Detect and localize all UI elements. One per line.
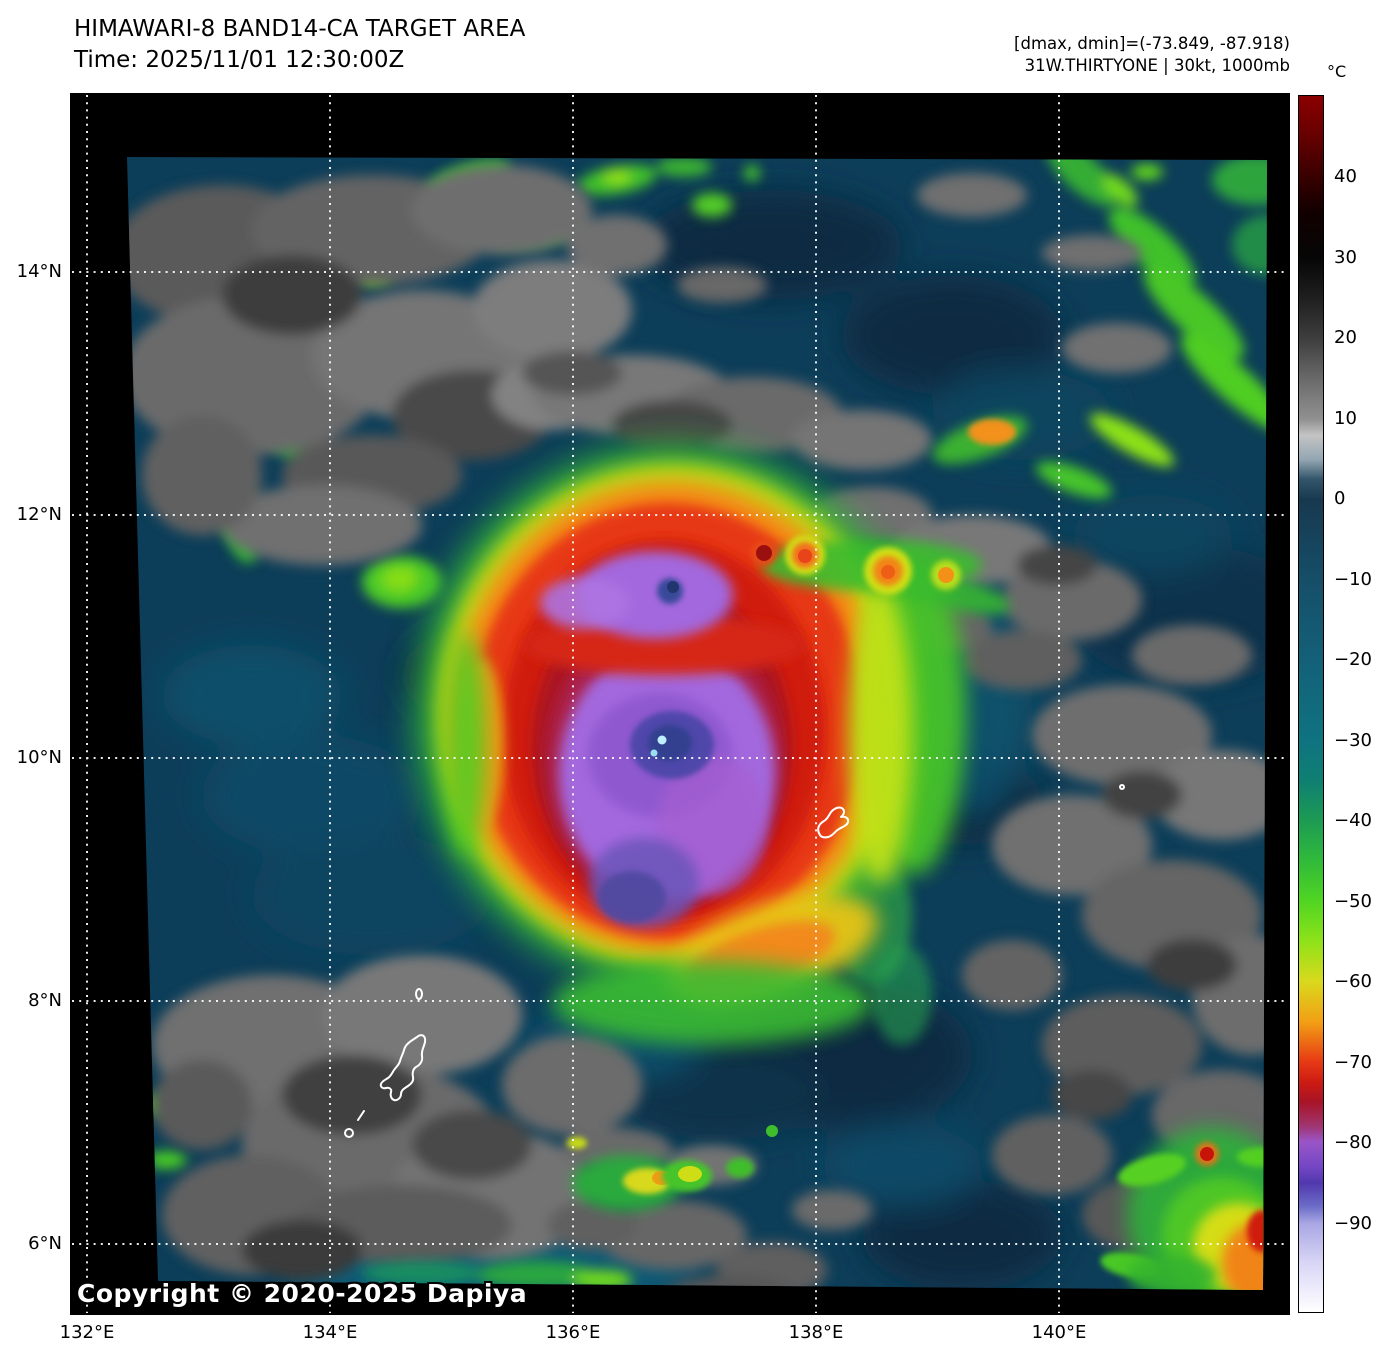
figure-title: HIMAWARI-8 BAND14-CA TARGET AREA [74,16,526,42]
colorbar-tick-label: −80 [1334,1132,1372,1153]
storm-info-annotation: 31W.THIRTYONE | 30kt, 1000mb [1024,56,1290,75]
colorbar-tick-label: 20 [1334,327,1357,348]
copyright-watermark: Copyright © 2020-2025 Dapiya [77,1279,528,1308]
satellite-image [72,95,1288,1313]
colorbar-tick-label: −60 [1334,971,1372,992]
colorbar-tick-label: −40 [1334,810,1372,831]
lon-tick-label: 136°E [545,1322,601,1343]
colorbar-tick-label: −30 [1334,730,1372,751]
lon-tick-label: 138°E [788,1322,844,1343]
colorbar-tick-label: −20 [1334,649,1372,670]
colorbar [1298,95,1324,1313]
dmax-dmin-annotation: [dmax, dmin]=(-73.849, -87.918) [1014,34,1290,53]
title-block: HIMAWARI-8 BAND14-CA TARGET AREA Time: 2… [74,14,525,76]
lat-tick-label: 14°N [16,261,62,282]
colorbar-tick-label: −90 [1334,1213,1372,1234]
lon-tick-label: 140°E [1031,1322,1087,1343]
map-plot-area: Copyright © 2020-2025 Dapiya [70,93,1290,1315]
figure-time: Time: 2025/11/01 12:30:00Z [74,47,405,73]
colorbar-tick-label: 30 [1334,247,1357,268]
colorbar-tick-label: −10 [1334,569,1372,590]
colorbar-tick-label: −50 [1334,891,1372,912]
lat-tick-label: 6°N [28,1233,62,1254]
colorbar-tick-label: 40 [1334,166,1357,187]
coastlines-overlay [344,784,1125,1138]
annotation-block: [dmax, dmin]=(-73.849, -87.918) 31W.THIR… [1014,33,1290,77]
lat-tick-label: 12°N [16,504,62,525]
lon-tick-label: 134°E [302,1322,358,1343]
colorbar-tick-label: −70 [1334,1052,1372,1073]
lon-tick-label: 132°E [59,1322,115,1343]
lat-tick-label: 8°N [28,990,62,1011]
colorbar-tick-label: 10 [1334,408,1357,429]
gridlines [72,95,1288,1313]
colorbar-tick-label: 0 [1334,488,1346,509]
lat-tick-label: 10°N [16,747,62,768]
colorbar-unit-label: °C [1327,62,1347,81]
